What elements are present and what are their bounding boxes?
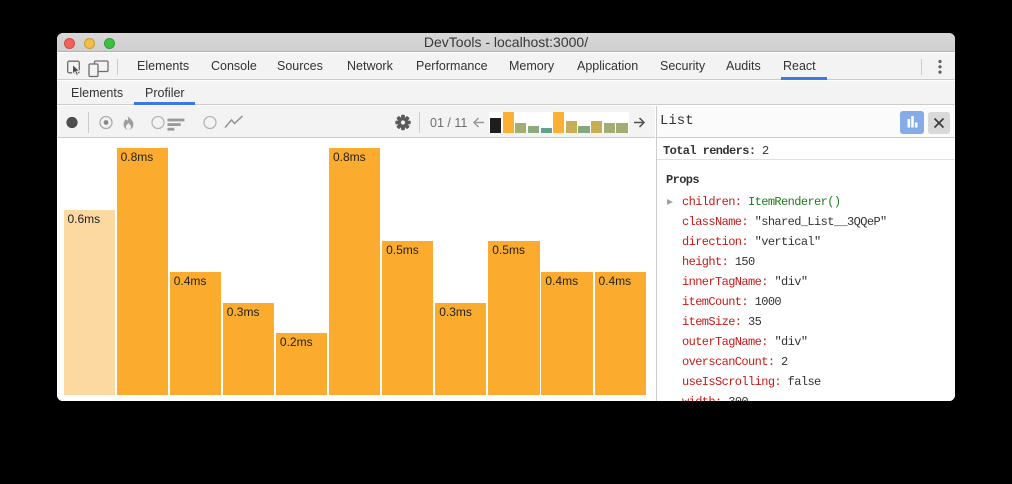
svg-text:01 / 11: 01 / 11 <box>430 116 467 130</box>
